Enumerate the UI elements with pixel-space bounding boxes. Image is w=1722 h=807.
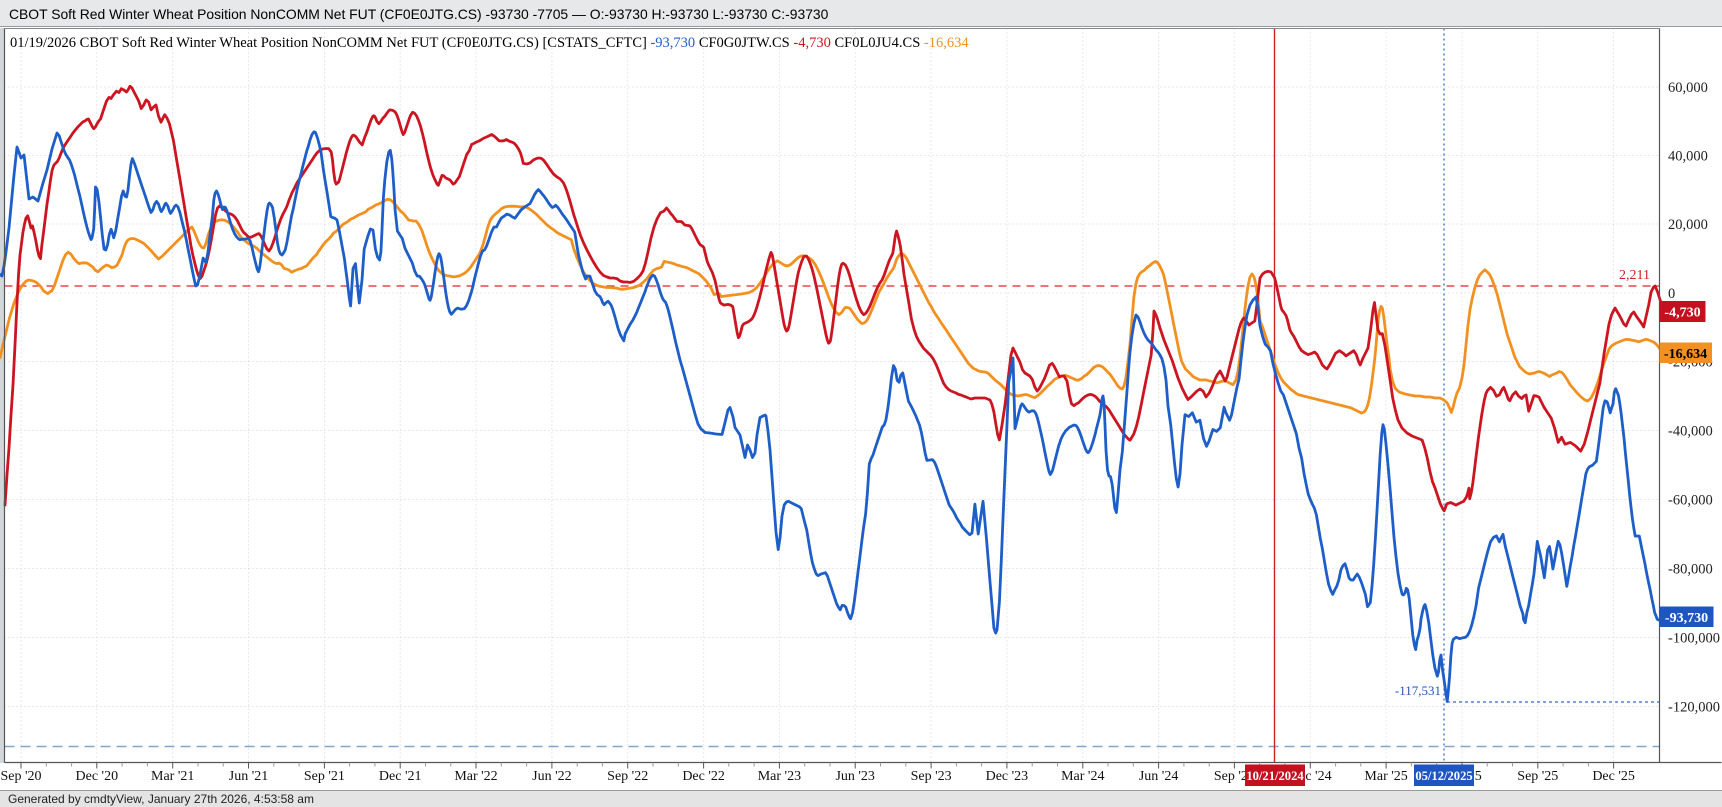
svg-text:-120,000: -120,000	[1668, 700, 1720, 716]
svg-text:Mar '23: Mar '23	[758, 769, 801, 784]
svg-text:05/12/2025: 05/12/2025	[1415, 769, 1472, 783]
svg-text:-16,634: -16,634	[1664, 347, 1707, 362]
svg-text:Jun '23: Jun '23	[835, 769, 874, 784]
svg-text:Sep '25: Sep '25	[1517, 769, 1558, 784]
svg-text:Mar '24: Mar '24	[1061, 769, 1104, 784]
svg-text:-80,000: -80,000	[1668, 562, 1713, 578]
svg-text:40,000: 40,000	[1668, 149, 1708, 165]
svg-text:Jun '21: Jun '21	[229, 769, 268, 784]
svg-text:Dec '23: Dec '23	[986, 769, 1029, 784]
svg-text:Dec '22: Dec '22	[682, 769, 725, 784]
svg-text:-117,531: -117,531	[1395, 683, 1441, 698]
svg-text:Sep '20: Sep '20	[0, 769, 41, 784]
svg-text:0: 0	[1668, 286, 1675, 302]
svg-text:10/21/2024: 10/21/2024	[1246, 769, 1304, 783]
svg-text:Sep '24: Sep '24	[1214, 769, 1255, 784]
svg-text:-60,000: -60,000	[1668, 493, 1713, 509]
svg-text:Sep '23: Sep '23	[911, 769, 952, 784]
svg-text:-93,730: -93,730	[1665, 611, 1708, 626]
svg-text:Mar '21: Mar '21	[151, 769, 194, 784]
svg-text:60,000: 60,000	[1668, 80, 1708, 96]
svg-text:20,000: 20,000	[1668, 217, 1708, 233]
svg-text:Dec '20: Dec '20	[76, 769, 119, 784]
svg-text:Dec '25: Dec '25	[1592, 769, 1635, 784]
svg-text:-100,000: -100,000	[1668, 631, 1720, 647]
svg-text:Sep '22: Sep '22	[607, 769, 648, 784]
svg-text:Dec '21: Dec '21	[379, 769, 422, 784]
svg-text:Jun '24: Jun '24	[1139, 769, 1178, 784]
svg-text:Mar '25: Mar '25	[1364, 769, 1407, 784]
svg-text:2,211: 2,211	[1619, 268, 1650, 283]
svg-text:Jun '22: Jun '22	[532, 769, 571, 784]
svg-text:Mar '22: Mar '22	[454, 769, 497, 784]
svg-text:-4,730: -4,730	[1664, 306, 1700, 321]
svg-text:-40,000: -40,000	[1668, 424, 1713, 440]
svg-text:Sep '21: Sep '21	[304, 769, 345, 784]
